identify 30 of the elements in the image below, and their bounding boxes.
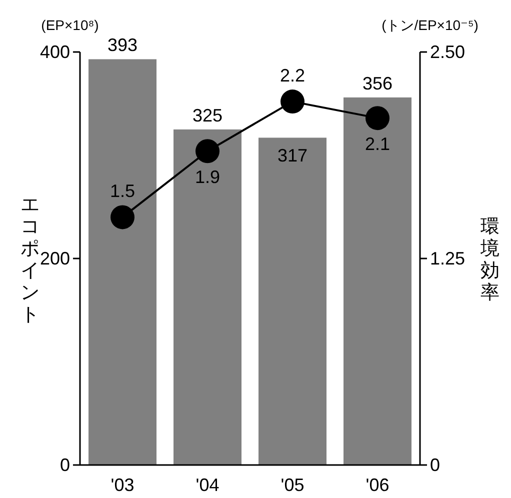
point	[280, 90, 304, 114]
data-label: 1.9	[194, 167, 220, 188]
data-label: 393	[107, 35, 138, 56]
bar	[344, 97, 412, 465]
data-label: 1.5	[110, 181, 136, 202]
y-tick-label: 0	[60, 455, 70, 475]
text: (トン/EP×10⁻⁵)	[382, 17, 478, 33]
y-axis-title: エコポイント	[20, 194, 40, 326]
x-tick-label: '04	[196, 475, 220, 495]
bar	[174, 129, 242, 465]
data-label: 317	[277, 146, 308, 166]
y2-tick-label: 0	[430, 455, 440, 475]
data-label: 2.2	[280, 66, 306, 86]
point	[110, 205, 134, 230]
text: (EP×10⁸)	[41, 17, 99, 33]
bar	[258, 138, 326, 465]
bar	[88, 59, 156, 465]
point	[366, 106, 390, 130]
point	[196, 139, 220, 164]
x-tick-label: '05	[280, 475, 304, 495]
x-tick-label: '03	[110, 475, 134, 495]
y-tick-label: 200	[40, 248, 70, 268]
y2-tick-label: 1.25	[430, 248, 466, 268]
y2-tick-label: 2.50	[430, 42, 466, 62]
y2-axis-title: 環境効率	[480, 216, 500, 304]
x-tick-label: '06	[366, 475, 390, 495]
data-label: 325	[192, 105, 223, 126]
data-label: 2.1	[364, 134, 390, 154]
data-label: 356	[362, 73, 393, 94]
y-tick-label: 400	[40, 42, 70, 62]
